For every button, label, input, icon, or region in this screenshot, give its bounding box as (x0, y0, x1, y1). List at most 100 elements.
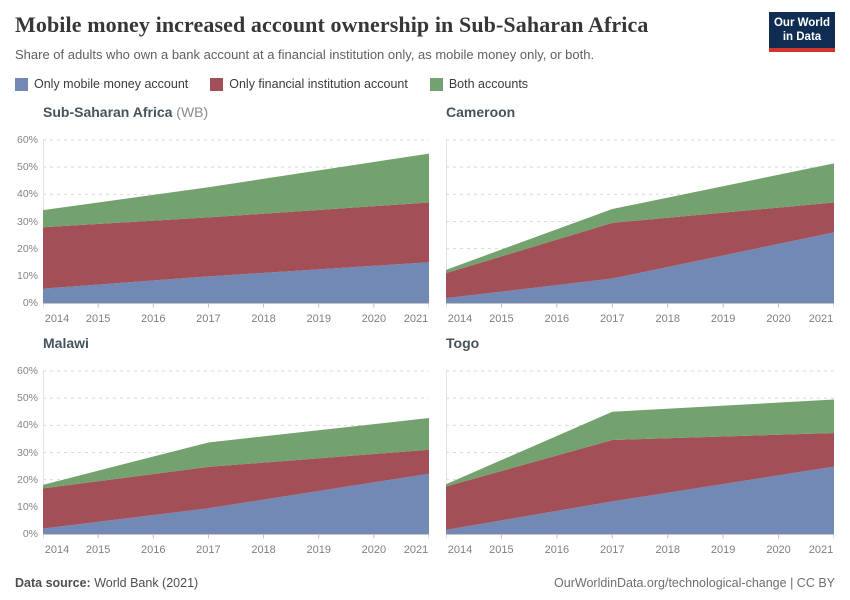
x-axis-labels: 2014 2015 2016 2017 2018 2019 2020 2021 (43, 544, 429, 558)
plot-area (445, 132, 835, 313)
x-axis-labels: 2014 2015 2016 2017 2018 2019 2020 2021 (43, 313, 429, 327)
grid-gap (429, 335, 446, 558)
y-tick-label: 20% (16, 473, 38, 486)
area-series-mobile-only (446, 466, 834, 534)
facet-togo: Togo 2014 2015 2016 2017 2018 2019 2020 2021 (445, 335, 835, 558)
x-tick-label: 2018 (655, 544, 680, 556)
grid-gap (429, 104, 446, 327)
area-series-mobile-only (446, 232, 834, 303)
area-series-fi-only (446, 202, 834, 299)
facet-title: Malawi (43, 335, 429, 355)
x-tick-label: 2018 (655, 313, 680, 325)
facet-title-text: Togo (446, 335, 480, 351)
y-tick-label: 30% (16, 446, 38, 459)
facet-sub-saharan-africa: Sub-Saharan Africa (WB) 2014 2015 2016 2017… (42, 104, 430, 327)
license-line: OurWorldinData.org/technological-change … (554, 576, 835, 590)
y-tick-label: 20% (16, 242, 38, 255)
x-tick-label: 2017 (600, 313, 625, 325)
area-series-fi-only (43, 202, 429, 289)
facet-title-text: Cameroon (446, 104, 516, 120)
x-tick-label: 2018 (251, 544, 276, 556)
facet-title: Sub-Saharan Africa (WB) (43, 104, 429, 124)
data-source-label: Data source: (15, 576, 91, 590)
x-tick-label: 2021 (808, 313, 834, 325)
data-source: Data source: World Bank (2021) (15, 576, 198, 590)
x-tick-label: 2016 (544, 313, 570, 325)
y-tick-label: 0% (22, 528, 38, 540)
owid-logo-line1: Our World (773, 17, 830, 29)
stacked-area-chart (445, 139, 835, 308)
x-tick-label: 2017 (600, 544, 625, 556)
legend-label: Only mobile money account (34, 77, 189, 91)
owid-logo-accent-strip (769, 48, 835, 52)
facet-title-text: Sub-Saharan Africa (43, 104, 173, 120)
legend-label: Only financial institution account (229, 77, 408, 91)
y-tick-label: 10% (16, 500, 38, 513)
x-tick-label: 2018 (251, 313, 276, 325)
area-series-both (446, 399, 834, 487)
legend-swatch-red (210, 77, 224, 91)
y-tick-label: 50% (16, 392, 38, 405)
owid-link[interactable]: OurWorldinData.org/technological-change (554, 576, 787, 590)
legend-swatch-green (429, 77, 443, 91)
facet-malawi: Malawi 2014 2015 2016 2017 2018 2019 2020 2021 (42, 335, 430, 558)
x-tick-label: 2015 (85, 544, 111, 556)
x-tick-label: 2020 (361, 544, 387, 556)
legend-item-both: Both accounts (429, 77, 529, 91)
stacked-area-chart (445, 370, 835, 539)
x-tick-label: 2019 (710, 544, 736, 556)
stacked-area-chart (42, 370, 430, 539)
chart-footer: Data source: World Bank (2021) OurWorldi… (15, 576, 835, 590)
page-title: Mobile money increased account ownership… (15, 12, 649, 37)
area-series-fi-only (446, 432, 834, 530)
legend: Only mobile money account Only financial… (15, 77, 835, 91)
legend-swatch-blue (15, 77, 28, 91)
y-tick-label: 40% (16, 188, 38, 201)
x-tick-label: 2014 (44, 313, 70, 325)
owid-logo-box: Our World in Data (769, 12, 835, 48)
x-tick-label: 2020 (361, 313, 387, 325)
x-tick-label: 2016 (141, 544, 166, 556)
facet-cameroon: Cameroon 2014 2015 2016 2017 2018 2019 2020 202… (445, 104, 835, 327)
y-tick-label: 10% (16, 269, 38, 282)
y-tick-label: 50% (16, 161, 38, 174)
area-series-mobile-only (43, 262, 429, 303)
x-tick-label: 2021 (403, 544, 429, 556)
x-tick-label: 2017 (196, 544, 221, 556)
y-tick-label: 30% (16, 215, 38, 228)
license-badge: CC BY (796, 576, 835, 590)
x-tick-label: 2015 (489, 313, 514, 325)
x-tick-label: 2017 (196, 313, 221, 325)
facet-title-text: Malawi (43, 335, 89, 351)
chart-header: Mobile money increased account ownership… (15, 12, 835, 62)
legend-item-fi-only: Only financial institution account (210, 77, 408, 91)
y-tick-label: 60% (16, 365, 38, 377)
x-tick-label: 2019 (306, 313, 331, 325)
x-tick-label: 2021 (403, 313, 429, 325)
stacked-area-chart (42, 139, 430, 308)
owid-logo-line2: in Data (782, 30, 822, 43)
x-tick-label: 2014 (447, 313, 473, 325)
legend-item-mobile-only: Only mobile money account (15, 77, 188, 91)
x-tick-label: 2019 (710, 313, 736, 325)
x-tick-label: 2020 (766, 313, 791, 325)
plot-area (42, 132, 430, 313)
x-tick-label: 2015 (85, 313, 111, 325)
y-axis-labels-row1: 0% 10% 20% 30% 40% 50% 60% (15, 104, 43, 327)
area-series-fi-only (43, 449, 429, 529)
chart-subtitle: Share of adults who own a bank account a… (15, 47, 595, 62)
area-series-both (43, 153, 429, 228)
data-source-value: World Bank (2021) (90, 576, 199, 590)
x-tick-label: 2014 (44, 544, 70, 556)
x-axis-labels: 2014 2015 2016 2017 2018 2019 2020 2021 (446, 544, 834, 558)
legend-label: Both accounts (448, 77, 529, 91)
x-tick-label: 2019 (306, 544, 331, 556)
y-axis-labels-row2: 0% 10% 20% 30% 40% 50% 60% (15, 335, 43, 558)
y-tick-label: 60% (16, 134, 38, 146)
x-tick-label: 2020 (766, 544, 791, 556)
x-tick-label: 2016 (544, 544, 570, 556)
x-tick-label: 2014 (447, 544, 473, 556)
facet-title: Cameroon (446, 104, 834, 124)
plot-area (42, 363, 430, 544)
area-series-both (446, 163, 834, 274)
